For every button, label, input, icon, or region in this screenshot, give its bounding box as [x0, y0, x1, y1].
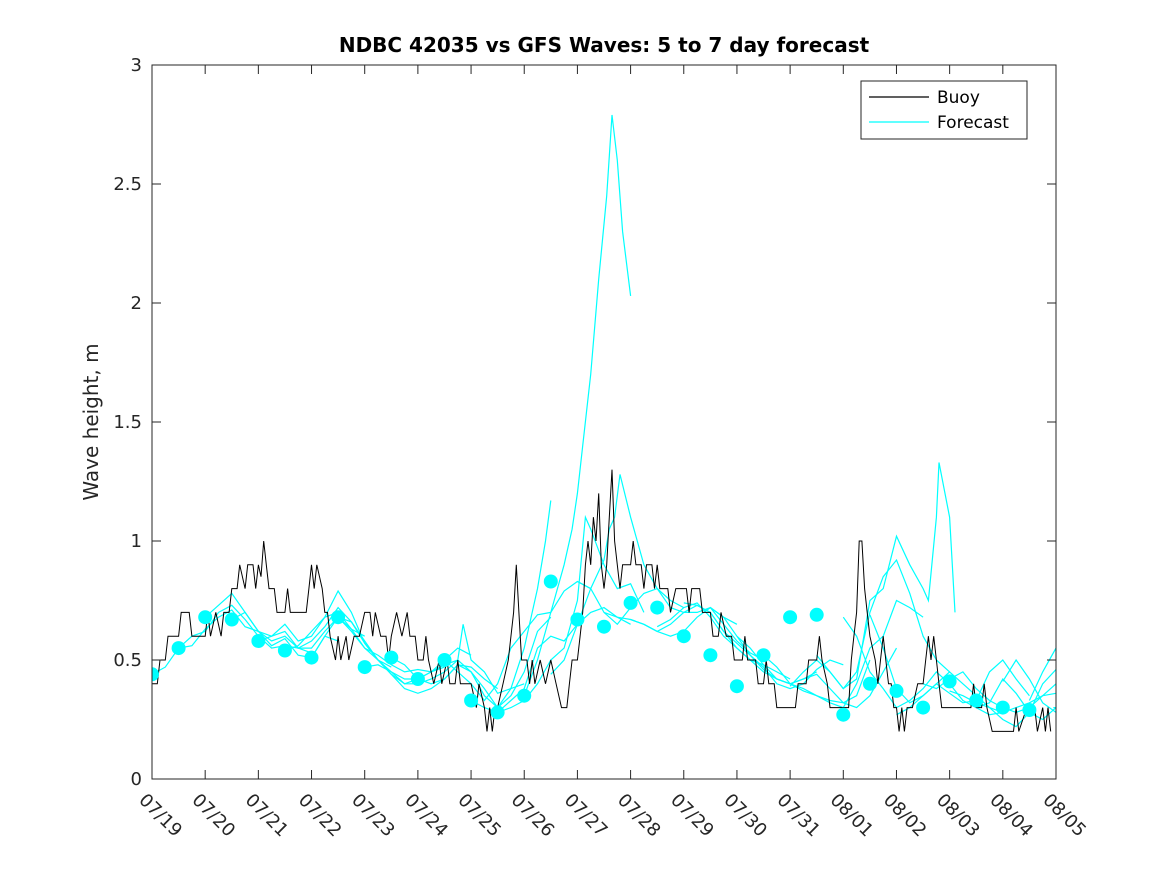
y-tick-label-1: 0.5 [113, 650, 142, 671]
forecast-line-7 [337, 616, 498, 694]
y-tick-label-5: 2.5 [113, 174, 142, 195]
forecast-marker-31 [969, 693, 984, 708]
forecast-marker-20 [676, 629, 691, 644]
forecast-marker-17 [597, 619, 611, 634]
forecast-marker-9 [384, 650, 399, 665]
forecast-marker-16 [570, 612, 585, 627]
forecast-marker-0 [152, 667, 159, 682]
forecast-marker-30 [942, 674, 957, 689]
buoy-line [152, 469, 1052, 732]
forecast-marker-26 [836, 707, 851, 722]
chart-title: NDBC 42035 vs GFS Waves: 5 to 7 day fore… [339, 33, 870, 57]
forecast-marker-23 [756, 648, 771, 663]
forecast-line-31 [975, 677, 1056, 721]
forecast-line-14 [523, 114, 632, 696]
legend: Buoy Forecast [860, 80, 1028, 140]
forecast-marker-13 [490, 705, 505, 720]
forecast-line-25 [816, 462, 956, 690]
forecast-line-22 [736, 635, 898, 709]
forecast-marker-15 [543, 574, 558, 589]
forecast-marker-21 [703, 648, 718, 663]
y-tick-label-0: 0 [131, 769, 142, 790]
forecast-marker-7 [331, 610, 346, 625]
forecast-marker-12 [464, 693, 479, 708]
y-tick-label-2: 1 [131, 531, 142, 552]
legend-label-1: Forecast [937, 113, 1009, 133]
forecast-line-32 [1002, 658, 1056, 713]
forecast-marker-3 [224, 612, 239, 627]
forecast-marker-8 [357, 660, 372, 675]
forecast-marker-4 [251, 634, 266, 648]
y-tick-label-6: 3 [131, 55, 142, 76]
forecast-marker-10 [410, 672, 425, 686]
forecast-marker-11 [437, 653, 452, 667]
forecast-marker-28 [889, 683, 904, 698]
forecast-line-11 [444, 580, 591, 702]
forecast-marker-29 [916, 700, 931, 715]
forecast-marker-14 [517, 688, 532, 703]
forecast-marker-1 [171, 641, 186, 656]
y-tick-label-3: 1.5 [113, 412, 142, 433]
y-axis-label: Wave height, m [79, 343, 103, 500]
forecast-marker-22 [729, 679, 744, 694]
series-layer [152, 114, 1056, 732]
legend-label-0: Buoy [937, 88, 980, 108]
forecast-line-33 [1028, 647, 1056, 701]
plot-area [152, 65, 1056, 779]
forecast-marker-32 [995, 700, 1010, 715]
forecast-marker-6 [304, 650, 319, 665]
forecast-marker-27 [862, 676, 877, 691]
forecast-marker-33 [1022, 703, 1037, 717]
forecast-marker-25 [809, 607, 824, 622]
forecast-marker-2 [198, 610, 213, 625]
y-tick-label-4: 2 [131, 293, 142, 314]
forecast-line-30 [949, 669, 1056, 728]
forecast-marker-24 [783, 610, 798, 625]
legend-box [860, 80, 1028, 140]
forecast-marker-19 [650, 600, 665, 615]
forecast-marker-5 [277, 643, 292, 658]
forecast-marker-18 [623, 595, 638, 610]
